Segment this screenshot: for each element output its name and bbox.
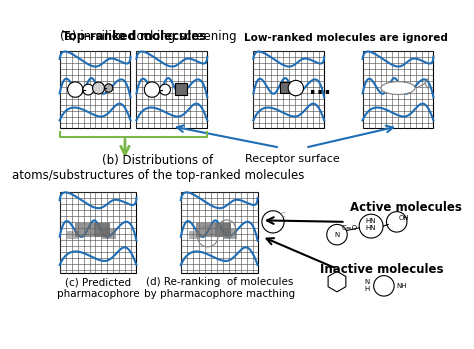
Bar	[280, 82, 292, 93]
Text: Inactive molecules: Inactive molecules	[320, 263, 443, 276]
Circle shape	[288, 80, 303, 96]
Circle shape	[83, 84, 94, 95]
Text: (b) Distributions of
atoms/substructures of the top-ranked molecules: (b) Distributions of atoms/substructures…	[11, 154, 304, 181]
Text: N
H: N H	[364, 279, 369, 292]
Bar	[75, 223, 94, 237]
Bar	[363, 51, 433, 128]
Bar	[60, 192, 137, 273]
Circle shape	[92, 82, 104, 94]
Circle shape	[145, 82, 160, 97]
Bar	[223, 229, 237, 239]
Text: ...: ...	[309, 79, 331, 98]
Text: (a) in-silico docking screening: (a) in-silico docking screening	[60, 30, 236, 43]
Circle shape	[104, 84, 113, 92]
Bar	[137, 51, 207, 128]
Bar	[60, 51, 130, 128]
Bar	[94, 223, 109, 237]
Ellipse shape	[381, 82, 415, 95]
Text: NH: NH	[397, 283, 407, 289]
Circle shape	[160, 84, 171, 95]
Bar	[67, 231, 79, 239]
Text: OH: OH	[399, 215, 410, 221]
Circle shape	[67, 82, 83, 97]
Bar	[181, 192, 258, 273]
Text: Active molecules: Active molecules	[350, 201, 462, 214]
Bar	[189, 231, 200, 239]
Bar	[215, 223, 231, 237]
Bar	[102, 229, 116, 239]
Text: (d) Re-ranking  of molecules
by pharmacophore macthing: (d) Re-ranking of molecules by pharmacop…	[144, 277, 295, 299]
Bar	[254, 51, 324, 128]
Text: (c) Predicted
pharmacophore: (c) Predicted pharmacophore	[57, 277, 139, 299]
Text: HN
HN: HN HN	[366, 218, 376, 231]
Text: C: C	[281, 212, 286, 218]
Bar	[175, 83, 187, 95]
Text: Receptor surface: Receptor surface	[245, 155, 340, 164]
Text: C=O: C=O	[342, 225, 358, 231]
Text: Low-ranked molecules are ignored: Low-ranked molecules are ignored	[244, 33, 447, 43]
Text: N: N	[334, 232, 339, 238]
Text: Top-ranked molecules: Top-ranked molecules	[62, 30, 206, 43]
Bar	[196, 223, 215, 237]
